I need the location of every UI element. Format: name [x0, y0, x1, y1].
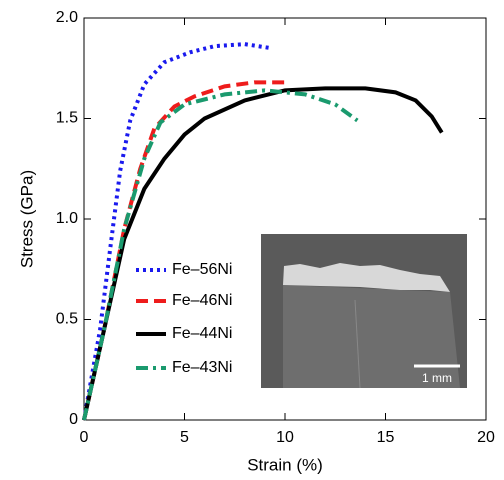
y-tick-label: 0.5 — [56, 311, 78, 328]
inset-image: 1 mm — [261, 234, 467, 389]
inset-specimen — [283, 285, 460, 388]
scale-label: 1 mm — [422, 371, 452, 385]
series-line — [82, 42, 272, 421]
series-line — [82, 80, 285, 421]
x-axis-label: Strain (%) — [247, 455, 323, 474]
legend-label: Fe–46Ni — [172, 292, 232, 309]
inset-fracture — [283, 263, 450, 292]
x-tick-label: 0 — [80, 429, 89, 446]
y-tick-label: 0 — [69, 411, 78, 428]
x-tick-label: 10 — [276, 429, 294, 446]
x-tick-label: 15 — [377, 429, 395, 446]
y-axis-label: Stress (GPa) — [17, 170, 36, 268]
x-tick-label: 5 — [180, 429, 189, 446]
series-line — [82, 86, 444, 421]
legend-label: Fe–44Ni — [172, 325, 232, 342]
x-tick-label: 20 — [477, 429, 495, 446]
inset-feature — [354, 299, 361, 389]
y-tick-label: 2.0 — [56, 9, 78, 26]
legend-label: Fe–56Ni — [172, 261, 232, 278]
y-tick-label: 1.0 — [56, 210, 78, 227]
series-line — [82, 88, 359, 421]
y-tick-label: 1.5 — [56, 110, 78, 127]
legend-label: Fe–43Ni — [172, 359, 232, 376]
